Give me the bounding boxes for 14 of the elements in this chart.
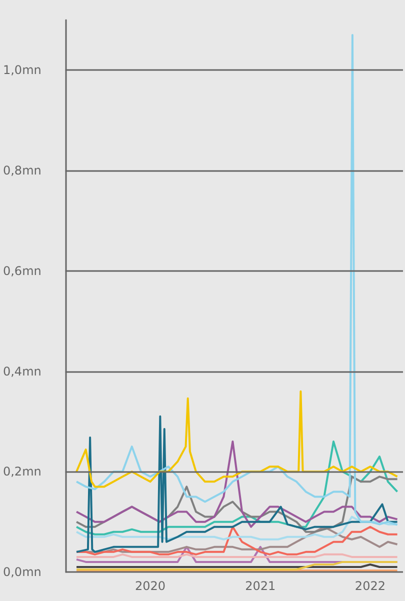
y-tick-label: 0,0mn bbox=[2, 565, 42, 579]
y-tick-label: 0,4mn bbox=[2, 364, 42, 378]
line-series bbox=[76, 560, 398, 570]
line-series bbox=[76, 516, 398, 540]
y-tick-label: 0,8mn bbox=[2, 164, 42, 178]
x-tick-label: 2021 bbox=[245, 579, 276, 593]
line-series bbox=[76, 390, 398, 488]
y-tick-label: 0,6mn bbox=[2, 264, 42, 278]
x-tick-label: 2022 bbox=[354, 579, 386, 593]
line-series bbox=[76, 34, 398, 526]
x-tick-label: 2020 bbox=[134, 579, 166, 593]
y-tick-label: 0,2mn bbox=[2, 464, 42, 479]
line-series bbox=[76, 415, 398, 553]
y-tick-label: 1,0mn bbox=[2, 63, 42, 78]
